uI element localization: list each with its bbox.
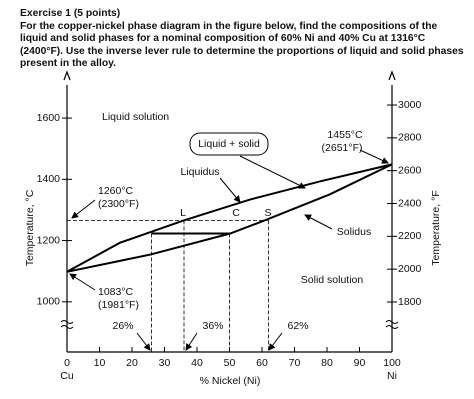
- annotation: 1083°C: [98, 286, 134, 298]
- annotation: 62%: [287, 320, 308, 332]
- phase-curve: [66, 163, 393, 273]
- y2-tick-label: 2600: [398, 164, 422, 176]
- annotation: (2651°F): [322, 142, 363, 154]
- y-tick-label: 1000: [37, 296, 61, 308]
- y2-tick-label: 2000: [398, 263, 422, 275]
- y2-tick-label: 2200: [398, 230, 422, 242]
- annotation: L: [180, 207, 186, 219]
- exercise-title: Exercise 1 (5 points): [20, 8, 121, 19]
- annotation: S: [264, 207, 271, 219]
- arrows: [69, 149, 389, 351]
- x-tick-label: 0: [64, 357, 70, 369]
- annotation: 1260°C: [98, 185, 134, 197]
- y2-tick-label: 3000: [398, 99, 422, 111]
- text-line: (2400°F). Use the inverse lever rule to …: [20, 45, 464, 57]
- annotation: Liquid solution: [102, 111, 169, 123]
- axis-arrows: [63, 70, 396, 81]
- x-axis-label: % Nickel (Ni): [200, 375, 261, 387]
- y-tick-label: 1400: [37, 173, 61, 185]
- x-tick-label: 30: [159, 357, 171, 369]
- annotation: C: [232, 207, 240, 219]
- y2-axis-label: Temperature, °F: [430, 190, 442, 265]
- x-end-label: Ni: [387, 370, 397, 382]
- x-tick-label: 10: [94, 357, 106, 369]
- annotation: Solid solution: [301, 274, 364, 286]
- y-tick-label: 1200: [37, 234, 61, 246]
- x-tick-label: 20: [126, 357, 138, 369]
- x-end-label: Cu: [60, 370, 74, 382]
- x-tick-label: 40: [191, 357, 203, 369]
- y-axis-label: Temperature, °C: [24, 189, 36, 266]
- series-label: Solidus: [337, 226, 371, 238]
- axis-break: [60, 320, 399, 329]
- x-tick-label: 70: [289, 357, 301, 369]
- y2-tick-label: 1800: [398, 296, 422, 308]
- annotation: 26%: [112, 320, 133, 332]
- x-tick-label: 90: [354, 357, 366, 369]
- annotation: (1981°F): [98, 299, 139, 311]
- text-line: liquid and solid phases for a nominal co…: [20, 33, 426, 44]
- text-line: For the copper-nickel phase diagram in t…: [20, 20, 438, 32]
- annotation: (2300°F): [98, 198, 139, 210]
- label-box: [189, 132, 269, 156]
- y2-tick-label: 2400: [398, 197, 422, 209]
- y-tick-label: 1600: [37, 112, 61, 124]
- x-tick-label: 100: [383, 357, 401, 369]
- x-tick-label: 60: [256, 357, 268, 369]
- annotation: 1455°C: [327, 129, 363, 141]
- annotation: Liquid + solid: [198, 138, 260, 150]
- phase-curve: [66, 163, 393, 273]
- header: Exercise 1 (5 points) For the copper-nic…: [20, 8, 470, 71]
- series-label: Liquidus: [180, 166, 219, 178]
- x-tick-label: 80: [321, 357, 333, 369]
- annotation: 36%: [202, 320, 223, 332]
- x-tick-label: 50: [224, 357, 236, 369]
- y2-tick-label: 2800: [398, 132, 422, 144]
- text-line: present in the alloy.: [20, 58, 116, 69]
